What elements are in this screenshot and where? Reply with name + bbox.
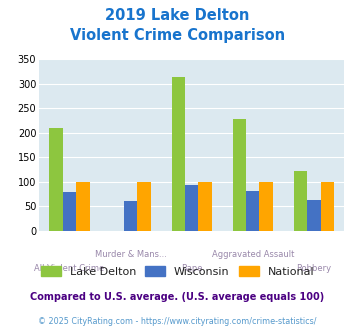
Text: Violent Crime Comparison: Violent Crime Comparison bbox=[70, 28, 285, 43]
Text: Rape: Rape bbox=[181, 264, 202, 273]
Legend: Lake Delton, Wisconsin, National: Lake Delton, Wisconsin, National bbox=[37, 261, 318, 281]
Text: Aggravated Assault: Aggravated Assault bbox=[212, 250, 294, 259]
Bar bbox=[137, 182, 151, 231]
Text: All Violent Crime: All Violent Crime bbox=[34, 264, 105, 273]
Text: Robbery: Robbery bbox=[296, 264, 331, 273]
Bar bbox=[185, 185, 198, 231]
Bar bbox=[124, 201, 137, 231]
Bar bbox=[198, 182, 212, 231]
Bar bbox=[260, 182, 273, 231]
Text: © 2025 CityRating.com - https://www.cityrating.com/crime-statistics/: © 2025 CityRating.com - https://www.city… bbox=[38, 317, 317, 326]
Text: Compared to U.S. average. (U.S. average equals 100): Compared to U.S. average. (U.S. average … bbox=[31, 292, 324, 302]
Bar bbox=[321, 182, 334, 231]
Text: Murder & Mans...: Murder & Mans... bbox=[95, 250, 166, 259]
Bar bbox=[246, 191, 260, 231]
Bar bbox=[233, 119, 246, 231]
Bar bbox=[294, 171, 307, 231]
Bar bbox=[63, 192, 76, 231]
Bar bbox=[76, 182, 90, 231]
Bar bbox=[307, 200, 321, 231]
Bar bbox=[49, 128, 63, 231]
Text: 2019 Lake Delton: 2019 Lake Delton bbox=[105, 8, 250, 23]
Bar bbox=[171, 77, 185, 231]
